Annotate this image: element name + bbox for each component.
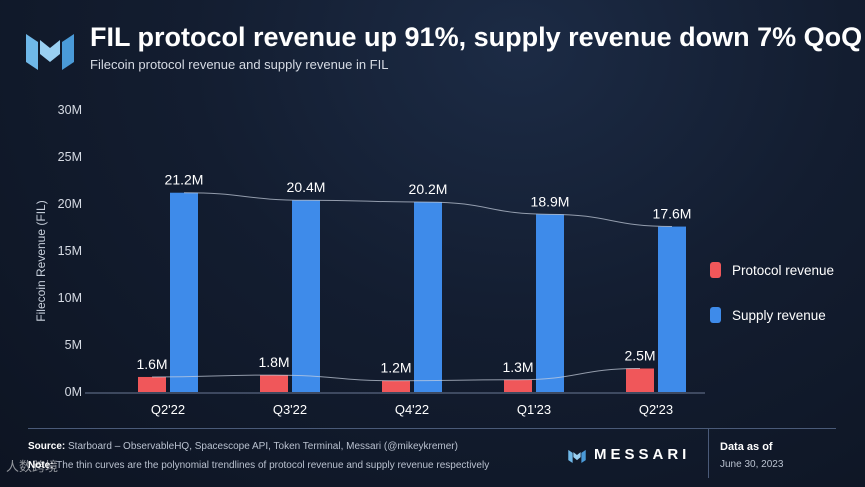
protocol-revenue-bar: [260, 375, 288, 392]
y-tick-label: 10M: [58, 291, 82, 305]
data-as-of-label: Data as of: [720, 441, 773, 453]
supply-revenue-bar: [414, 202, 442, 392]
supply-revenue-bar: [292, 200, 320, 392]
protocol-revenue-label: 1.3M: [502, 359, 533, 375]
chart-title: FIL protocol revenue up 91%, supply reve…: [90, 22, 863, 52]
protocol-revenue-bar: [504, 379, 532, 392]
protocol-revenue-bar: [382, 380, 410, 392]
protocol-revenue-bar: [138, 376, 166, 392]
x-tick-label: Q4'22: [395, 402, 429, 417]
legend-swatch-protocol: [710, 262, 721, 278]
data-as-of-date: June 30, 2023: [720, 459, 784, 470]
note-text: Note: The thin curves are the polynomial…: [28, 460, 489, 471]
legend-label-protocol: Protocol revenue: [732, 262, 835, 278]
bar-chart: 0M 5M 10M 15M 20M 25M 30M Filecoin Revenue (FIL…: [34, 103, 705, 417]
legend-label-supply: Supply revenue: [732, 307, 826, 323]
supply-revenue-label: 21.2M: [165, 172, 204, 188]
supply-revenue-label: 17.6M: [653, 206, 692, 222]
supply-revenue-trendline: [183, 192, 673, 228]
chart-subtitle: Filecoin protocol revenue and supply rev…: [90, 57, 389, 72]
watermark: 人数跨境: [6, 459, 59, 474]
y-tick-label: 0M: [65, 385, 82, 399]
footer-divider: [28, 428, 836, 429]
x-tick-label: Q2'22: [151, 402, 185, 417]
y-tick-label: 30M: [58, 103, 82, 117]
y-tick-label: 5M: [65, 338, 82, 352]
supply-revenue-label: 18.9M: [531, 193, 570, 209]
legend-item-supply: Supply revenue: [710, 307, 826, 323]
supply-revenue-bar: [658, 226, 686, 392]
y-axis-label: Filecoin Revenue (FIL): [34, 200, 48, 321]
x-tick-label: Q3'22: [273, 402, 307, 417]
y-tick-label: 25M: [58, 150, 82, 164]
protocol-revenue-bar: [626, 368, 654, 392]
supply-revenue-label: 20.4M: [287, 179, 326, 195]
source-label: Source:: [28, 441, 66, 452]
note-label: Note:: [28, 460, 54, 471]
supply-revenue-label: 20.2M: [409, 181, 448, 197]
protocol-revenue-label: 1.8M: [258, 354, 289, 370]
x-tick-label: Q1'23: [517, 402, 551, 417]
legend-swatch-supply: [710, 307, 721, 323]
protocol-revenue-trendline: [151, 368, 641, 382]
supply-revenue-bar: [536, 214, 564, 392]
x-tick-label: Q2'23: [639, 402, 673, 417]
supply-revenue-bar: [170, 192, 198, 392]
legend-item-protocol: Protocol revenue: [710, 262, 834, 278]
brand-name: MESSARI: [594, 446, 691, 463]
messari-brand-icon: [568, 449, 586, 463]
y-tick-label: 20M: [58, 197, 82, 211]
source-content: Starboard – ObservableHQ, Spacescope API…: [68, 441, 458, 452]
messari-brand: MESSARI: [568, 446, 690, 463]
footer-vertical-divider: [708, 428, 709, 478]
note-content: The thin curves are the polynomial trend…: [56, 460, 490, 471]
protocol-revenue-label: 1.2M: [380, 360, 411, 376]
messari-logo-icon: [26, 34, 74, 70]
y-tick-label: 15M: [58, 244, 82, 258]
protocol-revenue-label: 2.5M: [624, 348, 655, 364]
protocol-revenue-label: 1.6M: [136, 356, 167, 372]
source-text: Source: Starboard – ObservableHQ, Spaces…: [28, 441, 458, 452]
